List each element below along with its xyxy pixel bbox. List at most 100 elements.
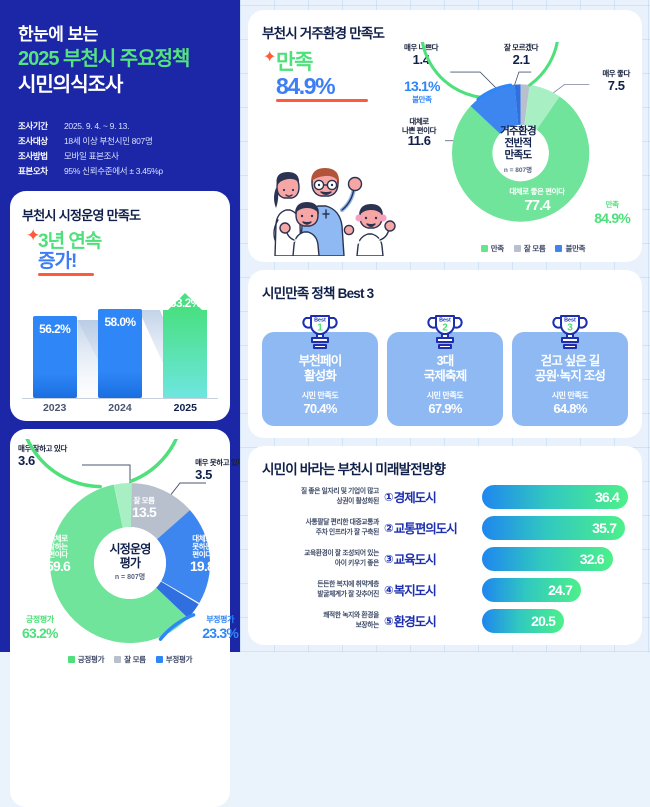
legend-swatch-dont-know	[114, 656, 122, 664]
future-name-3: ③ 교육도시	[384, 549, 482, 568]
future-value-3: 32.6	[579, 550, 605, 567]
future-title: 시민이 바라는 부천시 미래발전방향	[262, 461, 446, 477]
best3-item-1[interactable]: Best 1 부천페이 활성화 시민 만족도 70.4%	[262, 312, 378, 426]
best3-item-3[interactable]: Best 3 걷고 싶은 길 공원·녹지 조성 시민 만족도 64.8%	[512, 312, 628, 426]
inner-value-somewhat-good: 59.6	[46, 557, 71, 574]
trophy-best-word: Best	[314, 318, 326, 324]
future-value-2: 35.7	[592, 519, 617, 536]
trophy-rank-3: 3	[567, 323, 573, 334]
meta-key: 조사대상	[18, 136, 48, 147]
dissatisfied-summary: 13.1% 불만족	[404, 78, 440, 105]
future-label-1: 경제도시	[393, 491, 437, 505]
legend-label-dk-living: 잘 모름	[523, 244, 546, 253]
future-value-5: 20.5	[531, 612, 556, 629]
living-donut-chart	[420, 42, 590, 222]
meta-row: 조사대상 18세 이상 부천시민 807명	[18, 135, 240, 147]
bar-2023: 56.2%	[32, 316, 77, 399]
future-value-4: 24.7	[548, 581, 573, 598]
legend-swatch-dk-living	[513, 245, 521, 252]
legend-swatch-positive	[67, 656, 75, 664]
callout-very-bad: 매우 못하고 있다 3.5	[195, 457, 244, 482]
ops-donut-legend: 긍정평가 잘 모름 부정평가	[20, 654, 240, 665]
positive-summary: 긍정평가 63.2%	[22, 614, 58, 641]
outer-arc-dissatisfied	[476, 83, 513, 101]
family-illustration	[273, 168, 396, 256]
future-row-4: 든든한 복지에 취약계층 발굴체계가 잘 갖추어진 ④ 복지도시 24.7	[262, 577, 628, 602]
living-donut-center-hole	[492, 124, 549, 182]
negative-summary: 부정평가 23.3%	[202, 614, 238, 641]
trophy-best-word: Best	[439, 318, 451, 324]
inner-label-somewhat-good: 대체로 잘하는 편이다 59.6	[46, 534, 71, 574]
future-row-5: 쾌적한 녹지와 환경을 보장하는 ⑤ 환경도시 20.5	[262, 608, 628, 633]
legend-swatch-satisfied	[480, 245, 488, 252]
center-line-1: 시정운영	[109, 542, 152, 557]
bar-value-2023: 56.2%	[39, 322, 71, 337]
dissatisfied-label: 불만족	[412, 95, 432, 104]
living-title: 부천시 거주환경 만족도	[262, 26, 385, 41]
donut-center-hole	[94, 527, 166, 600]
slice-very-good	[50, 483, 210, 644]
living-legend: 만족 잘 모름 불만족	[438, 243, 628, 254]
legend-label-satisfied: 만족	[490, 244, 505, 253]
future-row-3: 교육환경이 잘 조성되어 있는 아이 키우기 좋은 ③ 교육도시 32.6	[262, 546, 628, 571]
living-center-text: 거주환경 전반적 만족도 n = 807명	[408, 125, 628, 173]
meta-key: 조사기간	[18, 121, 48, 132]
right-column: 부천시 거주환경 만족도 ✦ 만족 84.9%	[240, 0, 650, 652]
best3-name-1: 부천페이 활성화	[298, 354, 343, 383]
legend-swatch-dissatisfied	[555, 245, 563, 252]
legend-swatch-negative	[155, 656, 163, 664]
ops-donut-chart	[25, 439, 210, 644]
future-bar-5: 20.5	[482, 608, 565, 633]
future-bar-1: 36.4	[482, 484, 628, 509]
future-rank-5: ⑤	[384, 615, 394, 628]
meta-row: 조사기간 2025. 9. 4. ~ 9. 13.	[18, 120, 240, 132]
bar-axis-line	[22, 398, 218, 400]
callout-very-good-value: 3.6	[18, 453, 35, 469]
callout-dont-know-living: 잘 모르겠다 2.1	[504, 42, 539, 67]
best3-item-2[interactable]: Best 2 3대 국제축제 시민 만족도 67.9%	[387, 312, 503, 426]
meta-value: 18세 이상 부천시민 807명	[64, 136, 153, 147]
outer-arc-satisfied	[420, 42, 559, 99]
slice-very-bad-living	[452, 84, 590, 222]
donut-center-text: 시정운영 평가 n = 807명	[20, 542, 240, 582]
future-desc-3: 교육환경이 잘 조성되어 있는 아이 키우기 좋은	[304, 550, 379, 567]
best3-name-3: 걷고 싶은 길 공원·녹지 조성	[534, 354, 606, 383]
bar-2025: 63.2%	[163, 293, 208, 399]
trophy-icon: Best 1	[302, 315, 338, 349]
city-ops-card: 부천시 시정운영 만족도 ✦ 3년 연속 증가!	[10, 191, 230, 422]
legend-label-dissatisfied: 불만족	[565, 244, 586, 253]
best3-sub-1: 시민 만족도	[301, 390, 339, 400]
future-bar-track-1: 36.4	[482, 484, 628, 509]
bar-item-2024: 58.0%	[97, 309, 142, 399]
trophy-best-word: Best	[564, 318, 576, 324]
center-n: n = 807명	[114, 574, 146, 582]
badge-line-1: 3년 연속	[38, 231, 102, 253]
future-bar-track-4: 24.7	[482, 577, 628, 602]
living-left: ✦ 만족 84.9%	[262, 42, 408, 256]
inner-value-somewhat-bad: 19.8	[189, 557, 215, 574]
best3-name-2: 3대 국제축제	[423, 354, 468, 383]
inner-label-good-living: 대체로 좋은 편이다 77.4	[462, 186, 612, 214]
future-name-5: ⑤ 환경도시	[384, 611, 482, 630]
best3-value-2: 67.9%	[428, 400, 462, 416]
hero-line-2: 2025 부천시 주요정책	[18, 48, 190, 71]
badge-underline	[38, 273, 94, 277]
callout-very-good-living: 매우 좋다 7.5	[602, 68, 630, 93]
callout-dont-know-living-value: 2.1	[512, 52, 530, 67]
callout-somewhat-bad-living: 대체로 나쁜 편이다 11.6	[402, 117, 437, 149]
hero-line-3: 시민의식조사	[18, 74, 123, 97]
best3-value-1: 70.4%	[303, 400, 337, 416]
legend-item-negative: 부정평가	[155, 654, 193, 665]
living-donut-stage: 매우 나쁘다 1.4 잘 모르겠다 2.1 매우 좋다 7.5 대체로 나쁜 편…	[402, 42, 631, 253]
meta-row: 표본오차 95% 신뢰수준에서 ± 3.45%p	[18, 165, 240, 177]
star-icon: ✦	[26, 226, 41, 246]
future-row-1: 질 좋은 일자리 및 기업이 많고 상권이 활성화된 ① 경제도시 36.4	[262, 484, 628, 509]
slice-somewhat-good-living	[452, 84, 590, 222]
survey-meta: 조사기간 2025. 9. 4. ~ 9. 13. 조사대상 18세 이상 부천…	[18, 120, 240, 177]
satisfied-value: 84.9%	[594, 210, 630, 226]
future-label-5: 환경도시	[393, 615, 437, 629]
living-body: ✦ 만족 84.9%	[262, 42, 631, 256]
meta-value: 2025. 9. 4. ~ 9. 13.	[64, 121, 130, 132]
callout-dont-know-living-label: 잘 모르겠다	[504, 43, 539, 52]
